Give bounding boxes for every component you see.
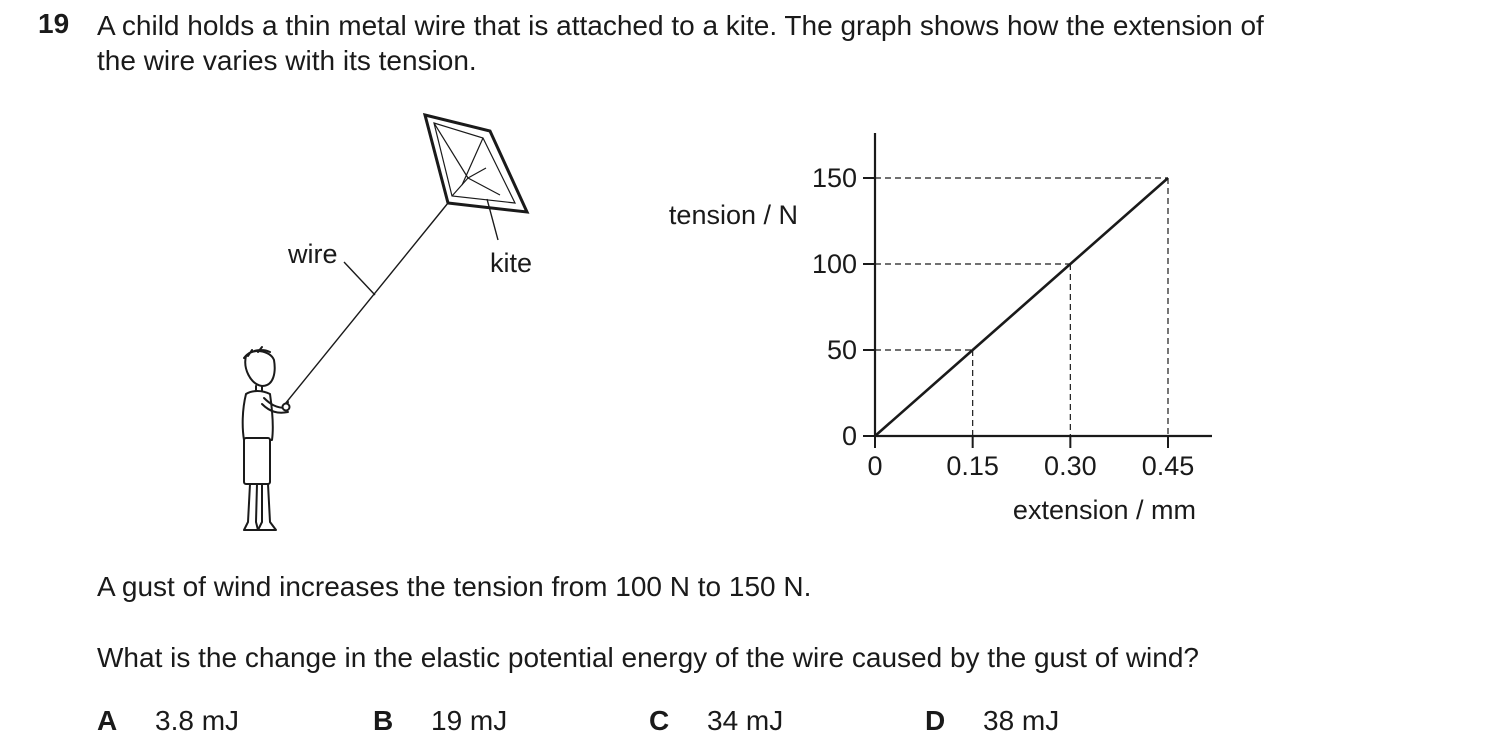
wire-line (284, 202, 449, 405)
option-b-value: 19 mJ (431, 705, 508, 736)
question-number: 19 (38, 8, 70, 39)
option-c-value: 34 mJ (707, 705, 784, 736)
option-a[interactable]: A 3.8 mJ (97, 705, 239, 737)
x-ticks: 0 0.15 0.30 0.45 (867, 436, 1194, 481)
kite-illustration: wire kite (241, 112, 532, 531)
x-tick-label: 0.15 (946, 451, 999, 481)
y-tick-label: 50 (827, 335, 857, 365)
guide-lines (875, 177, 1169, 436)
y-ticks: 0 50 100 150 (812, 163, 875, 451)
option-b-letter: B (373, 705, 394, 736)
gust-statement: A gust of wind increases the tension fro… (97, 571, 812, 602)
stem-line-1: A child holds a thin metal wire that is … (97, 10, 1264, 41)
option-b[interactable]: B 19 mJ (373, 705, 507, 737)
question-prompt: What is the change in the elastic potent… (97, 642, 1199, 673)
x-tick-label: 0.30 (1044, 451, 1097, 481)
option-c-letter: C (649, 705, 670, 736)
x-tick-label: 0 (867, 451, 882, 481)
kite-label: kite (490, 248, 532, 278)
option-d[interactable]: D 38 mJ (925, 705, 1059, 737)
option-d-value: 38 mJ (983, 705, 1060, 736)
kite-icon (422, 112, 530, 214)
y-tick-label: 100 (812, 249, 857, 279)
y-tick-label: 150 (812, 163, 857, 193)
stem-line-2: the wire varies with its tension. (97, 45, 477, 76)
x-axis-title: extension / mm (1013, 495, 1196, 520)
option-c[interactable]: C 34 mJ (649, 705, 783, 737)
question-stem: A child holds a thin metal wire that is … (97, 8, 1457, 78)
option-a-value: 3.8 mJ (155, 705, 240, 736)
kite-label-leader (486, 198, 499, 241)
option-d-letter: D (925, 705, 946, 736)
child-icon (241, 346, 291, 531)
option-a-letter: A (97, 705, 118, 736)
y-axis-title: tension / N (669, 200, 798, 230)
wire-label: wire (287, 239, 338, 269)
tension-extension-graph: 0 50 100 150 0 0.15 0.30 0.45 tension / N exte… (669, 133, 1212, 520)
wire-label-leader (343, 261, 376, 296)
x-tick-label: 0.45 (1142, 451, 1195, 481)
y-tick-label: 0 (842, 421, 857, 451)
data-line (874, 177, 1169, 437)
